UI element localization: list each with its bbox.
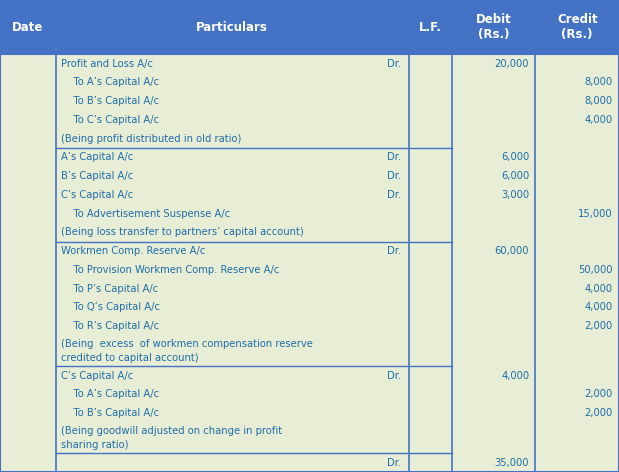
Text: 4,000: 4,000	[585, 284, 613, 294]
Text: To B’s Capital A/c: To B’s Capital A/c	[61, 96, 159, 106]
Text: To A’s Capital A/c: To A’s Capital A/c	[61, 389, 159, 399]
Text: To C’s Capital A/c: To C’s Capital A/c	[61, 115, 159, 125]
Text: 4,000: 4,000	[585, 115, 613, 125]
Text: To Provision Workmen Comp. Reserve A/c: To Provision Workmen Comp. Reserve A/c	[61, 265, 279, 275]
Text: To P’s Capital A/c: To P’s Capital A/c	[61, 284, 158, 294]
Text: 2,000: 2,000	[584, 408, 613, 418]
Text: 60,000: 60,000	[495, 246, 529, 256]
Text: 35,000: 35,000	[495, 458, 529, 468]
Text: 4,000: 4,000	[585, 303, 613, 312]
Text: Workmen Comp. Reserve A/c: Workmen Comp. Reserve A/c	[61, 246, 205, 256]
Text: (Being loss transfer to partners’ capital account): (Being loss transfer to partners’ capita…	[61, 228, 303, 237]
Text: 6,000: 6,000	[501, 171, 529, 181]
Text: Credit
(Rs.): Credit (Rs.)	[557, 13, 597, 41]
Text: 15,000: 15,000	[578, 209, 613, 219]
Text: Particulars: Particulars	[196, 21, 268, 34]
Text: Dr.: Dr.	[387, 59, 401, 68]
Text: 8,000: 8,000	[585, 77, 613, 87]
Text: To Advertisement Suspense A/c: To Advertisement Suspense A/c	[61, 209, 230, 219]
Text: Dr.: Dr.	[387, 171, 401, 181]
Text: Debit
(Rs.): Debit (Rs.)	[476, 13, 511, 41]
Text: 2,000: 2,000	[584, 389, 613, 399]
Text: A’s Capital A/c: A’s Capital A/c	[61, 152, 133, 162]
Text: Dr.: Dr.	[387, 246, 401, 256]
Text: C’s Capital A/c: C’s Capital A/c	[61, 190, 133, 200]
Text: (Being goodwill adjusted on change in profit: (Being goodwill adjusted on change in pr…	[61, 426, 282, 436]
Text: To Q’s Capital A/c: To Q’s Capital A/c	[61, 303, 160, 312]
Text: 2,000: 2,000	[584, 321, 613, 331]
FancyBboxPatch shape	[0, 0, 619, 54]
Text: sharing ratio): sharing ratio)	[61, 439, 128, 449]
Text: Dr.: Dr.	[387, 371, 401, 381]
Text: Profit and Loss A/c: Profit and Loss A/c	[61, 59, 153, 68]
Text: 8,000: 8,000	[585, 96, 613, 106]
Text: To R’s Capital A/c: To R’s Capital A/c	[61, 321, 159, 331]
Text: L.F.: L.F.	[418, 21, 442, 34]
Text: To A’s Capital A/c: To A’s Capital A/c	[61, 77, 159, 87]
Text: 20,000: 20,000	[495, 59, 529, 68]
Text: Dr.: Dr.	[387, 152, 401, 162]
Text: (Being  excess  of workmen compensation reserve: (Being excess of workmen compensation re…	[61, 339, 313, 349]
Text: C’s Capital A/c: C’s Capital A/c	[61, 371, 133, 381]
Text: 3,000: 3,000	[501, 190, 529, 200]
Text: Dr.: Dr.	[387, 190, 401, 200]
Text: 4,000: 4,000	[501, 371, 529, 381]
Text: 50,000: 50,000	[578, 265, 613, 275]
Text: B’s Capital A/c: B’s Capital A/c	[61, 171, 133, 181]
Text: To B’s Capital A/c: To B’s Capital A/c	[61, 408, 159, 418]
Text: 6,000: 6,000	[501, 152, 529, 162]
Text: (Being profit distributed in old ratio): (Being profit distributed in old ratio)	[61, 134, 241, 143]
Text: Date: Date	[12, 21, 43, 34]
Text: Dr.: Dr.	[387, 458, 401, 468]
Text: credited to capital account): credited to capital account)	[61, 353, 198, 362]
